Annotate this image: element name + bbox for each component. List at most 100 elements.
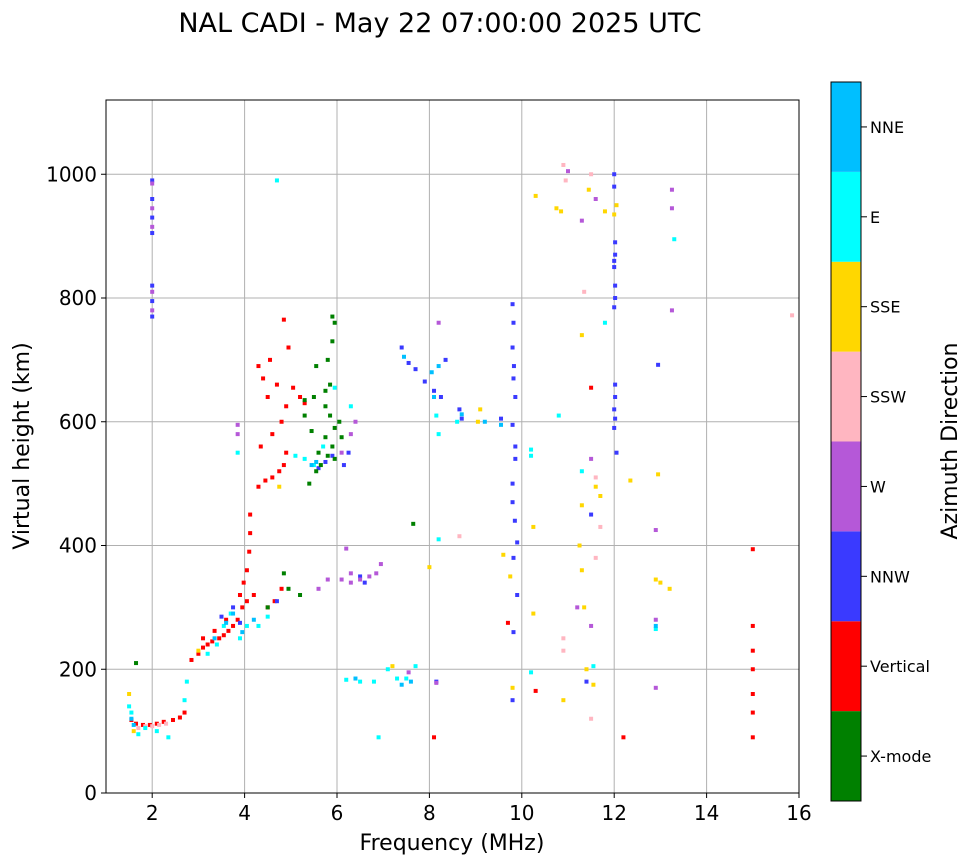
data-point <box>316 450 321 455</box>
data-point <box>591 682 596 687</box>
data-point <box>134 661 139 666</box>
data-point <box>589 716 594 721</box>
data-point <box>129 710 134 715</box>
data-point <box>499 416 504 421</box>
data-point <box>512 518 517 523</box>
data-point <box>511 376 516 381</box>
data-point <box>217 636 222 641</box>
data-point <box>325 577 330 582</box>
data-point <box>459 416 464 421</box>
data-point <box>510 685 515 690</box>
colorbar-segment <box>831 261 861 352</box>
data-point <box>612 425 617 430</box>
data-marks <box>127 162 795 740</box>
data-point <box>513 456 518 461</box>
data-point <box>653 617 658 622</box>
data-point <box>314 364 319 369</box>
data-point <box>309 429 314 434</box>
data-point <box>256 484 261 489</box>
data-point <box>411 521 416 526</box>
data-point <box>579 568 584 573</box>
data-point <box>563 178 568 183</box>
data-point <box>240 630 245 635</box>
data-point <box>628 478 633 483</box>
data-point <box>621 735 626 740</box>
data-point <box>511 320 516 325</box>
data-point <box>750 692 755 696</box>
colorbar-label: NNW <box>870 567 910 586</box>
data-point <box>268 357 273 362</box>
data-point <box>612 184 617 189</box>
data-point <box>358 574 363 579</box>
data-point <box>279 419 284 424</box>
data-point <box>129 716 134 721</box>
data-point <box>235 432 240 437</box>
data-point <box>653 685 658 690</box>
data-point <box>150 724 155 729</box>
data-point <box>584 667 589 672</box>
colorbar-segment <box>831 441 861 532</box>
data-point <box>348 571 353 576</box>
data-point <box>613 382 618 387</box>
data-point <box>143 726 148 731</box>
data-point <box>325 357 330 362</box>
x-tick-label: 4 <box>238 801 251 825</box>
data-point <box>613 240 618 245</box>
data-point <box>614 203 619 208</box>
data-point <box>589 512 594 517</box>
data-point <box>614 450 619 455</box>
data-point <box>302 456 307 461</box>
data-point <box>593 197 598 201</box>
colorbar-segment <box>831 621 861 712</box>
colorbar-label: W <box>870 477 886 496</box>
data-point <box>251 617 256 622</box>
data-point <box>669 206 674 211</box>
data-point <box>653 577 658 582</box>
data-point <box>205 642 210 647</box>
data-point <box>510 422 515 427</box>
data-point <box>510 481 515 486</box>
data-point <box>429 370 434 375</box>
data-point <box>166 735 171 740</box>
data-point <box>589 385 594 390</box>
data-point <box>231 611 236 616</box>
data-point <box>378 562 383 567</box>
data-point <box>164 721 169 726</box>
data-point <box>337 419 342 424</box>
data-point <box>240 605 245 610</box>
data-point <box>499 422 504 427</box>
data-point <box>279 586 284 591</box>
data-point <box>422 379 427 384</box>
data-point <box>438 395 443 399</box>
data-point <box>413 367 418 372</box>
data-point <box>371 679 376 684</box>
data-point <box>358 577 363 582</box>
data-point <box>307 481 312 486</box>
data-point <box>281 571 286 576</box>
data-point <box>256 623 261 628</box>
data-point <box>182 698 187 703</box>
data-point <box>591 664 596 669</box>
data-point <box>579 218 584 223</box>
data-point <box>533 688 538 693</box>
data-point <box>385 667 390 672</box>
data-point <box>330 339 335 344</box>
data-point <box>750 623 755 628</box>
data-point <box>399 345 404 350</box>
data-point <box>131 722 136 727</box>
data-point <box>582 605 587 610</box>
data-point <box>244 623 249 628</box>
data-point <box>586 187 591 192</box>
data-point <box>653 623 658 628</box>
data-point <box>332 320 337 325</box>
data-point <box>602 209 607 214</box>
data-point <box>750 648 755 653</box>
data-point <box>150 206 155 211</box>
x-axis-label: Frequency (MHz) <box>360 831 545 856</box>
data-point <box>513 395 518 399</box>
plot-frame <box>105 99 800 794</box>
data-point <box>436 537 441 542</box>
data-point <box>226 628 231 633</box>
data-point <box>475 419 480 424</box>
series-nne <box>129 354 658 727</box>
